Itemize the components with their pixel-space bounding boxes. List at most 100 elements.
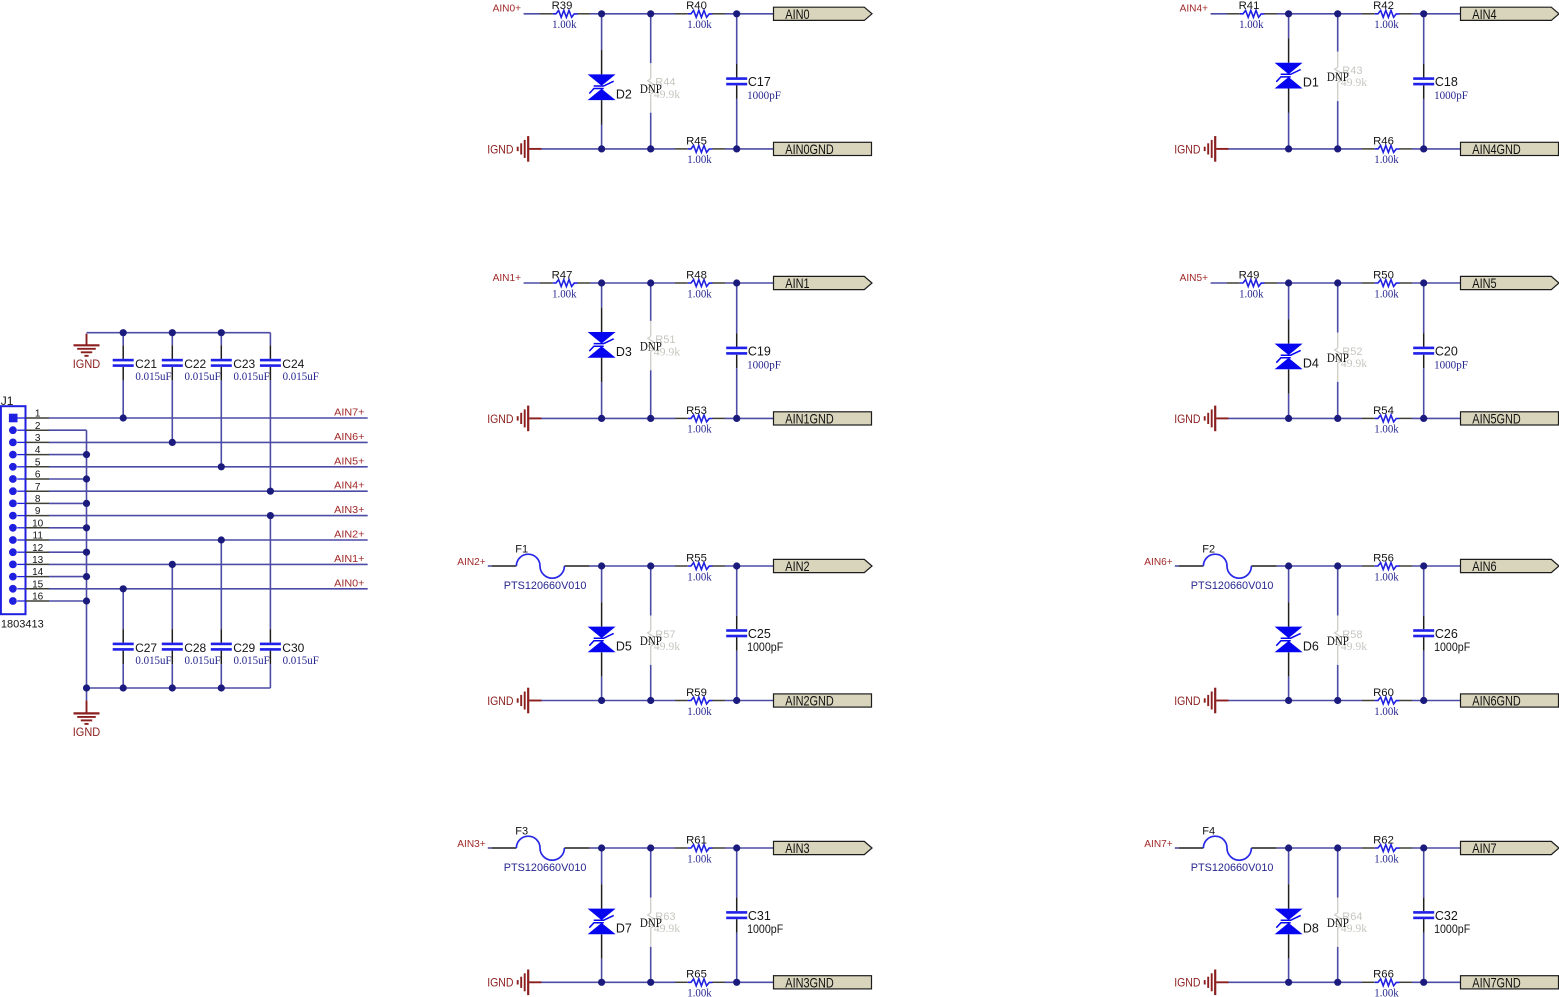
svg-text:F1: F1 [515,544,528,556]
svg-text:AIN5+: AIN5+ [334,455,364,467]
svg-text:AIN5GND: AIN5GND [1472,411,1521,427]
svg-text:1.00k: 1.00k [1374,569,1398,583]
svg-text:AIN2+: AIN2+ [457,556,485,568]
svg-text:C27: C27 [135,641,157,655]
svg-text:D7: D7 [616,922,632,936]
svg-text:R46: R46 [1373,135,1394,147]
svg-text:10: 10 [32,518,44,529]
svg-text:C17: C17 [748,75,771,89]
svg-text:IGND: IGND [1174,142,1201,156]
svg-text:R44: R44 [655,77,675,89]
svg-text:R64: R64 [1342,911,1362,923]
svg-text:1000pF: 1000pF [1434,357,1468,371]
svg-text:AIN7GND: AIN7GND [1472,975,1521,991]
svg-text:AIN4: AIN4 [1472,6,1496,22]
svg-text:C30: C30 [282,641,304,655]
svg-text:F2: F2 [1202,544,1215,556]
svg-text:AIN7+: AIN7+ [1144,838,1172,850]
svg-text:1.00k: 1.00k [1374,851,1398,865]
svg-text:1.00k: 1.00k [1374,17,1398,31]
svg-text:0.015uF: 0.015uF [283,369,319,383]
svg-text:C28: C28 [184,641,206,655]
svg-text:R42: R42 [1373,0,1394,12]
svg-text:1.00k: 1.00k [687,569,711,583]
svg-text:AIN1GND: AIN1GND [785,411,834,427]
svg-text:4: 4 [35,445,41,456]
svg-text:IGND: IGND [487,142,514,156]
svg-text:C23: C23 [233,357,255,371]
svg-text:D2: D2 [616,87,632,101]
svg-text:R53: R53 [686,405,707,417]
svg-text:R43: R43 [1342,65,1362,77]
svg-text:8: 8 [35,494,41,505]
svg-text:IGND: IGND [487,412,514,426]
svg-text:AIN3GND: AIN3GND [785,975,834,991]
svg-text:DNP: DNP [640,916,662,930]
svg-text:1.00k: 1.00k [552,286,576,300]
svg-text:AIN4+: AIN4+ [1180,3,1208,15]
svg-text:R41: R41 [1239,0,1260,12]
svg-text:AIN2+: AIN2+ [334,529,364,541]
svg-text:IGND: IGND [1174,694,1201,708]
svg-text:1.00k: 1.00k [687,152,711,166]
svg-text:0.015uF: 0.015uF [185,653,221,667]
svg-text:0.015uF: 0.015uF [283,653,319,667]
svg-text:R39: R39 [552,0,573,12]
svg-text:49.9k: 49.9k [654,344,681,358]
svg-text:1000pF: 1000pF [1434,640,1470,654]
svg-text:AIN7+: AIN7+ [334,407,364,419]
svg-text:R59: R59 [686,687,707,699]
svg-text:14: 14 [32,567,44,578]
svg-text:DNP: DNP [1327,351,1349,365]
svg-text:IGND: IGND [487,976,514,990]
svg-text:7: 7 [35,482,41,493]
svg-text:DNP: DNP [1327,70,1349,84]
svg-text:AIN1+: AIN1+ [493,272,521,284]
svg-text:15: 15 [32,579,44,590]
svg-text:F3: F3 [515,826,528,838]
svg-text:13: 13 [32,555,44,566]
svg-text:R63: R63 [655,911,675,923]
svg-text:D3: D3 [616,345,632,359]
svg-text:IGND: IGND [73,725,101,739]
svg-text:R47: R47 [552,269,573,281]
svg-text:R58: R58 [1342,629,1362,641]
svg-text:DNP: DNP [1327,916,1349,930]
svg-text:AIN0+: AIN0+ [334,577,364,589]
svg-text:R48: R48 [686,269,707,281]
svg-text:1000pF: 1000pF [1434,922,1470,936]
svg-text:R60: R60 [1373,687,1394,699]
svg-text:C29: C29 [233,641,255,655]
svg-text:R40: R40 [686,0,707,12]
svg-text:R56: R56 [1373,552,1394,564]
svg-text:0.015uF: 0.015uF [135,653,171,667]
svg-text:AIN6: AIN6 [1472,558,1496,574]
svg-text:1.00k: 1.00k [1374,986,1398,997]
svg-text:AIN5+: AIN5+ [1180,272,1208,284]
svg-text:R49: R49 [1239,269,1260,281]
svg-text:1.00k: 1.00k [687,286,711,300]
svg-text:PTS120660V010: PTS120660V010 [1191,580,1274,592]
svg-text:5: 5 [35,457,41,468]
svg-text:R57: R57 [655,629,675,641]
svg-text:AIN5: AIN5 [1472,275,1496,291]
svg-text:D4: D4 [1303,357,1319,371]
svg-text:R61: R61 [686,834,707,846]
svg-text:49.9k: 49.9k [654,87,681,101]
svg-text:AIN0: AIN0 [785,6,809,22]
svg-text:R65: R65 [686,969,707,981]
svg-text:AIN3+: AIN3+ [457,838,485,850]
svg-text:1.00k: 1.00k [687,986,711,997]
svg-text:IGND: IGND [1174,976,1201,990]
svg-text:49.9k: 49.9k [654,921,681,935]
svg-text:AIN3+: AIN3+ [334,504,364,516]
svg-text:AIN0+: AIN0+ [493,3,521,15]
svg-text:0.015uF: 0.015uF [185,369,221,383]
svg-text:C26: C26 [1435,627,1458,641]
svg-text:R62: R62 [1373,834,1394,846]
svg-text:1.00k: 1.00k [687,851,711,865]
svg-text:49.9k: 49.9k [1341,75,1368,89]
svg-text:0.015uF: 0.015uF [234,653,270,667]
svg-text:AIN3: AIN3 [785,840,809,856]
svg-text:1.00k: 1.00k [1374,286,1398,300]
